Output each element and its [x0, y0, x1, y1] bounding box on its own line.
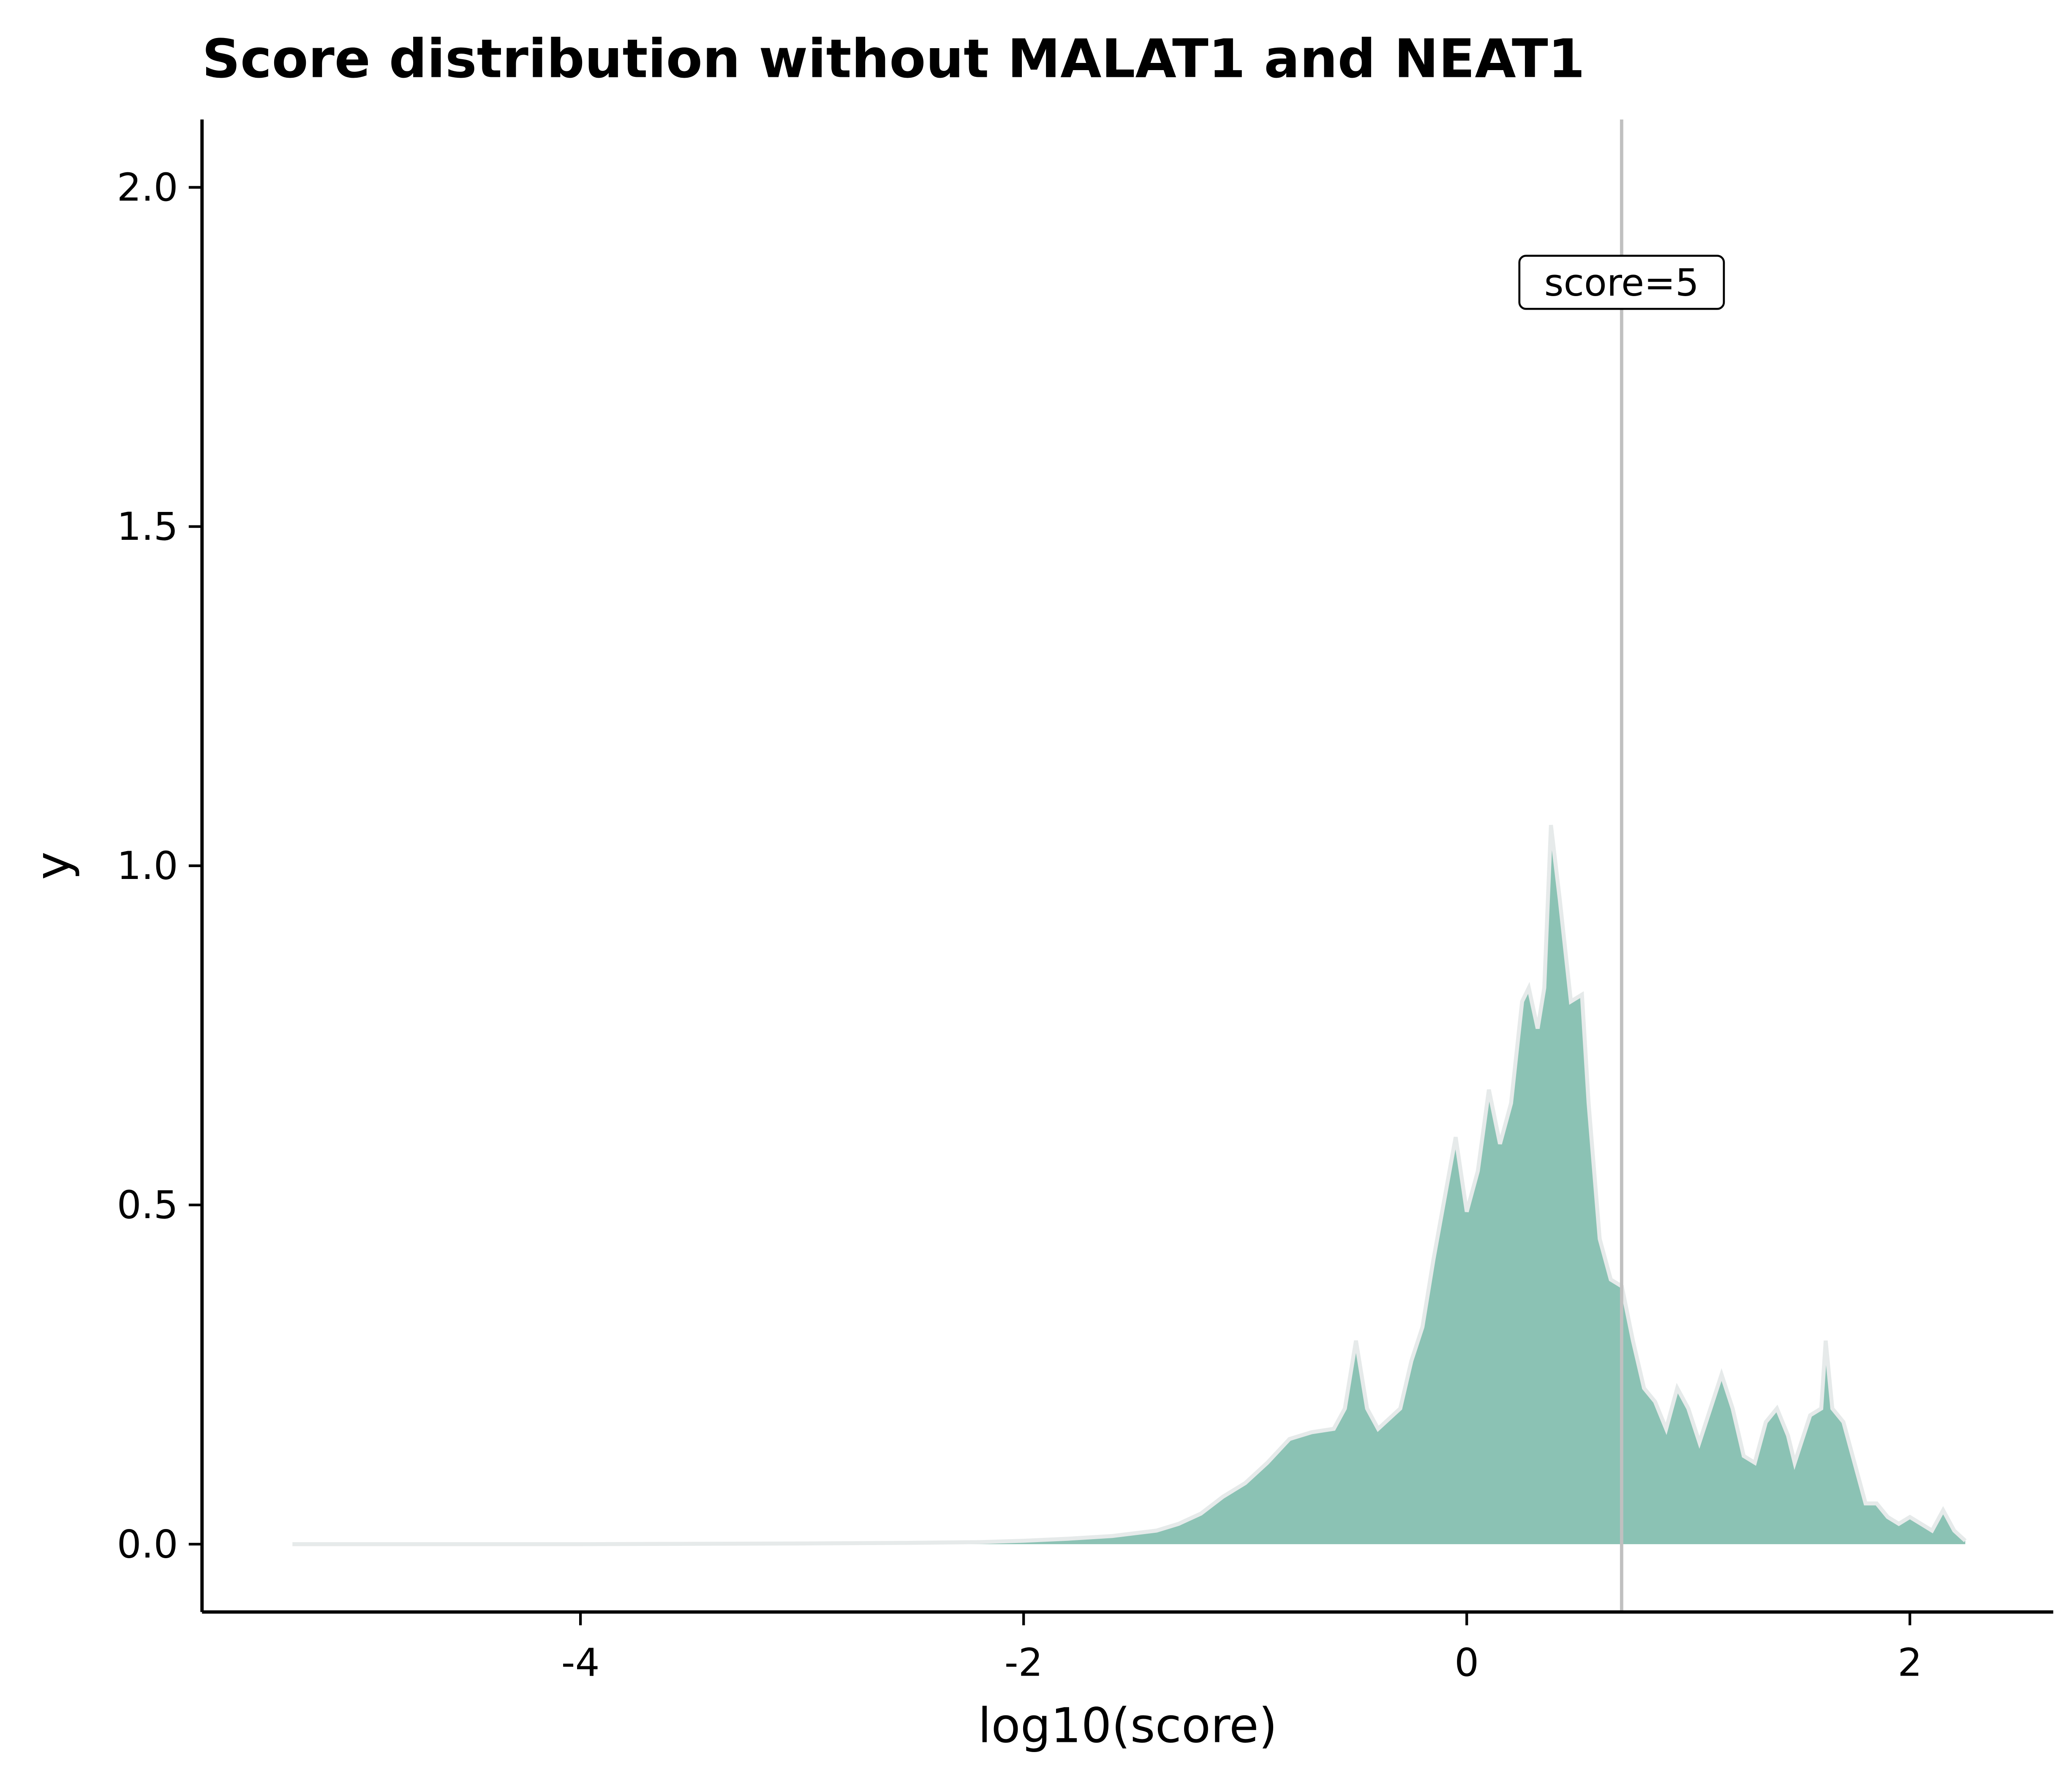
y-tick-label: 1.0 — [117, 843, 178, 888]
x-tick-label: 0 — [1454, 1640, 1479, 1685]
chart-title: Score distribution without MALAT1 and NE… — [202, 27, 1585, 90]
annotation-box — [1518, 255, 1725, 310]
y-tick-label: 0.5 — [117, 1183, 178, 1227]
y-tick-label: 1.5 — [117, 504, 178, 549]
x-axis-label: log10(score) — [978, 1698, 1277, 1754]
x-tick-label: 2 — [1898, 1640, 1922, 1685]
y-tick-label: 2.0 — [117, 165, 178, 210]
y-tick-label: 0.0 — [117, 1522, 178, 1567]
x-tick-label: -4 — [561, 1640, 600, 1685]
y-axis-label: y — [25, 852, 81, 880]
annotation: score=5 — [1544, 261, 1699, 305]
area-fill — [292, 825, 1966, 1544]
area-line — [292, 824, 1967, 1546]
x-tick-label: -2 — [1005, 1640, 1043, 1685]
